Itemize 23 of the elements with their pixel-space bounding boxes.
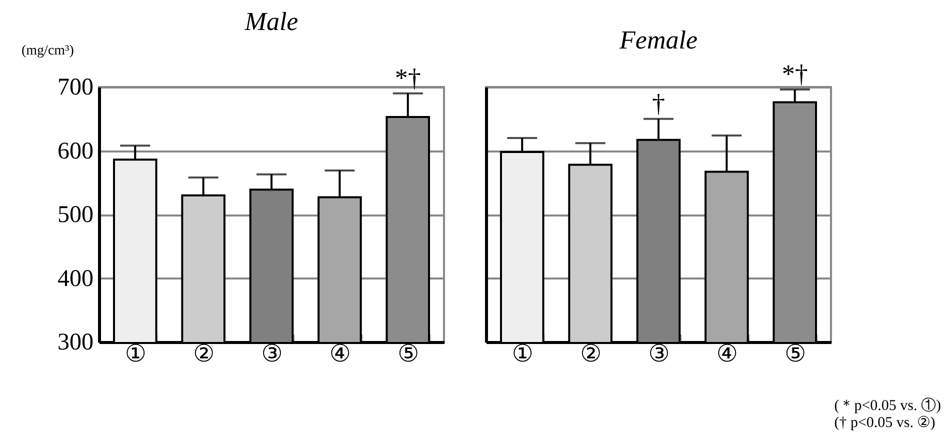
- y-axis-title: (mg/cm³): [22, 44, 74, 58]
- x-tick-label: ⑤: [398, 340, 420, 368]
- chart-title: Male: [244, 7, 298, 36]
- x-tick-label: ③: [648, 340, 670, 368]
- x-tick-label: ②: [193, 340, 215, 368]
- x-tick-label: ③: [261, 340, 283, 368]
- x-tick-label: ④: [329, 340, 351, 368]
- text: († p<0.05 vs. ②): [834, 415, 936, 432]
- chart-title: Female: [618, 26, 698, 55]
- x-tick-label: ⑤: [784, 340, 806, 368]
- x-tick-label: ④: [716, 340, 738, 368]
- y-tick-label: 700: [58, 74, 94, 100]
- annotation: *†: [394, 63, 421, 92]
- annotation: †: [652, 88, 665, 118]
- y-tick-label: 400: [58, 266, 94, 292]
- x-tick-label: ①: [124, 340, 146, 368]
- x-tick-label: ②: [580, 340, 602, 368]
- annotation: *†: [782, 60, 808, 89]
- x-tick-label: ①: [512, 340, 534, 368]
- text: (＊p<0.05 vs. ①): [834, 398, 941, 415]
- y-tick-label: 500: [58, 202, 94, 228]
- y-tick-label: 600: [58, 138, 94, 164]
- y-tick-label: 300: [58, 330, 94, 356]
